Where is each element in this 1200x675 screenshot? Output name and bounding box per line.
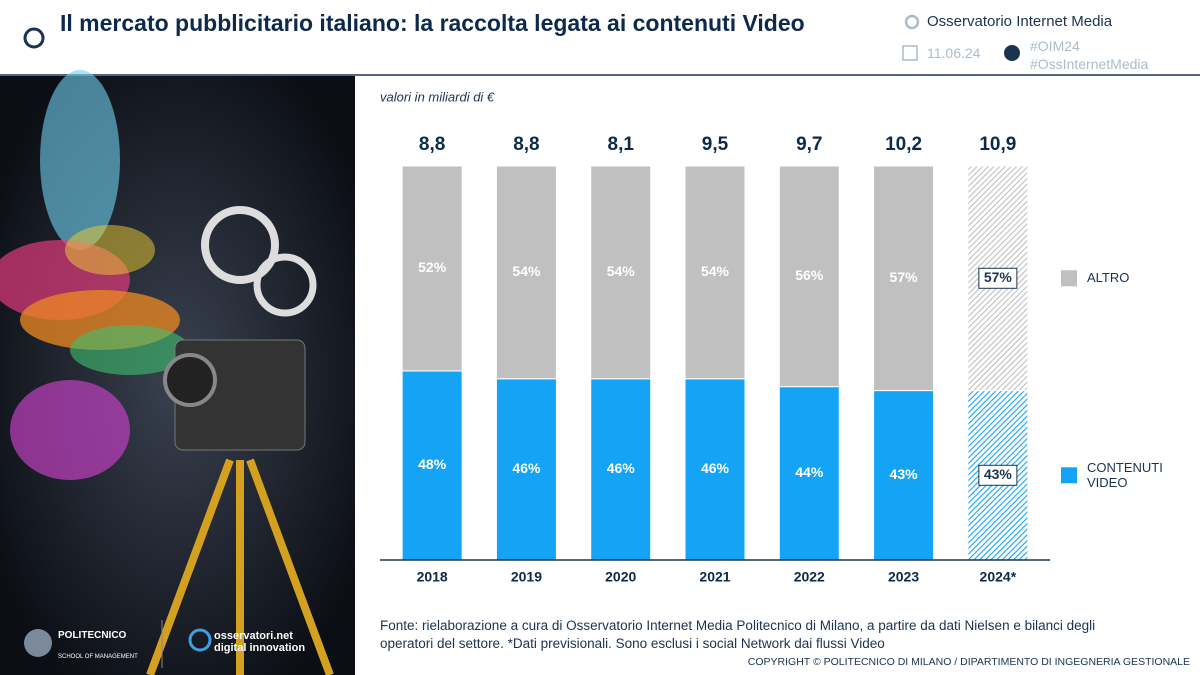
bar-segment (590, 378, 652, 561)
segment-label: 54% (512, 263, 541, 279)
slide-title: Il mercato pubblicitario italiano: la ra… (60, 10, 805, 36)
logo-text: osservatori.net (214, 630, 293, 642)
bar-segment (778, 386, 840, 561)
legend-swatch (1061, 467, 1077, 484)
x-tick-label: 2019 (511, 569, 542, 585)
x-tick-label: 2018 (417, 569, 448, 585)
label-box (978, 267, 1018, 289)
bar-segment (495, 165, 557, 380)
segment-label: 52% (418, 259, 447, 275)
chart-subtitle: valori in miliardi di € (380, 89, 495, 104)
twitter-icon (1004, 45, 1020, 61)
logo-text: digital innovation (214, 642, 306, 654)
segment-label: 56% (795, 267, 824, 283)
segment-label: 44% (795, 464, 824, 480)
total-label: 8,8 (419, 134, 445, 155)
hashtag: #OssInternetMedia (1030, 56, 1149, 72)
source-note: Fonte: rielaborazione a cura di Osservat… (380, 618, 1096, 651)
total-label: 8,8 (513, 134, 539, 155)
calendar-icon (902, 45, 918, 61)
hashtag: #OIM24 (1030, 38, 1080, 54)
bar-segment (873, 390, 935, 561)
legend-label: ALTRO (1087, 270, 1130, 286)
logo-icon (23, 27, 45, 49)
segment-label: 46% (607, 460, 636, 476)
total-label: 10,2 (885, 134, 922, 155)
x-tick-label: 2024* (980, 569, 1017, 585)
bar-segment (684, 165, 746, 380)
copyright: COPYRIGHT © POLITECNICO DI MILANO / DIPA… (747, 656, 1190, 668)
bar-segment (495, 378, 557, 561)
segment-label: 43% (890, 466, 919, 482)
x-tick-label: 2023 (888, 569, 919, 585)
segment-label: 54% (701, 263, 730, 279)
logo-text: POLITECNICO (58, 630, 127, 641)
total-label: 10,9 (979, 134, 1016, 155)
brand-icon (904, 14, 920, 30)
x-tick-label: 2021 (699, 569, 730, 585)
x-tick-label: 2020 (605, 569, 636, 585)
hero-image (0, 70, 355, 675)
total-label: 9,7 (796, 134, 822, 155)
bar-segment (401, 370, 463, 561)
bar-segment (684, 378, 746, 561)
bar-segment (590, 165, 652, 380)
segment-label: 48% (418, 456, 447, 472)
segment-label: 57% (890, 269, 919, 285)
legend-label: CONTENUTI VIDEO (1087, 460, 1163, 491)
segment-label: 46% (701, 460, 730, 476)
label-box (978, 464, 1018, 486)
total-label: 9,5 (702, 134, 729, 155)
bar-segment (778, 165, 840, 388)
segment-label: 57% (984, 269, 1013, 285)
bar-segment (873, 165, 935, 392)
date: 11.06.24 (927, 45, 981, 61)
segment-label: 46% (512, 460, 541, 476)
segment-label: 43% (984, 466, 1013, 482)
legend-swatch (1061, 270, 1077, 287)
total-label: 8,1 (608, 134, 635, 155)
segment-label: 54% (607, 263, 636, 279)
x-tick-label: 2022 (794, 569, 825, 585)
brand: Osservatorio Internet Media (927, 13, 1113, 30)
bar-segment (401, 165, 463, 372)
logo-text: SCHOOL OF MANAGEMENT (58, 654, 138, 660)
